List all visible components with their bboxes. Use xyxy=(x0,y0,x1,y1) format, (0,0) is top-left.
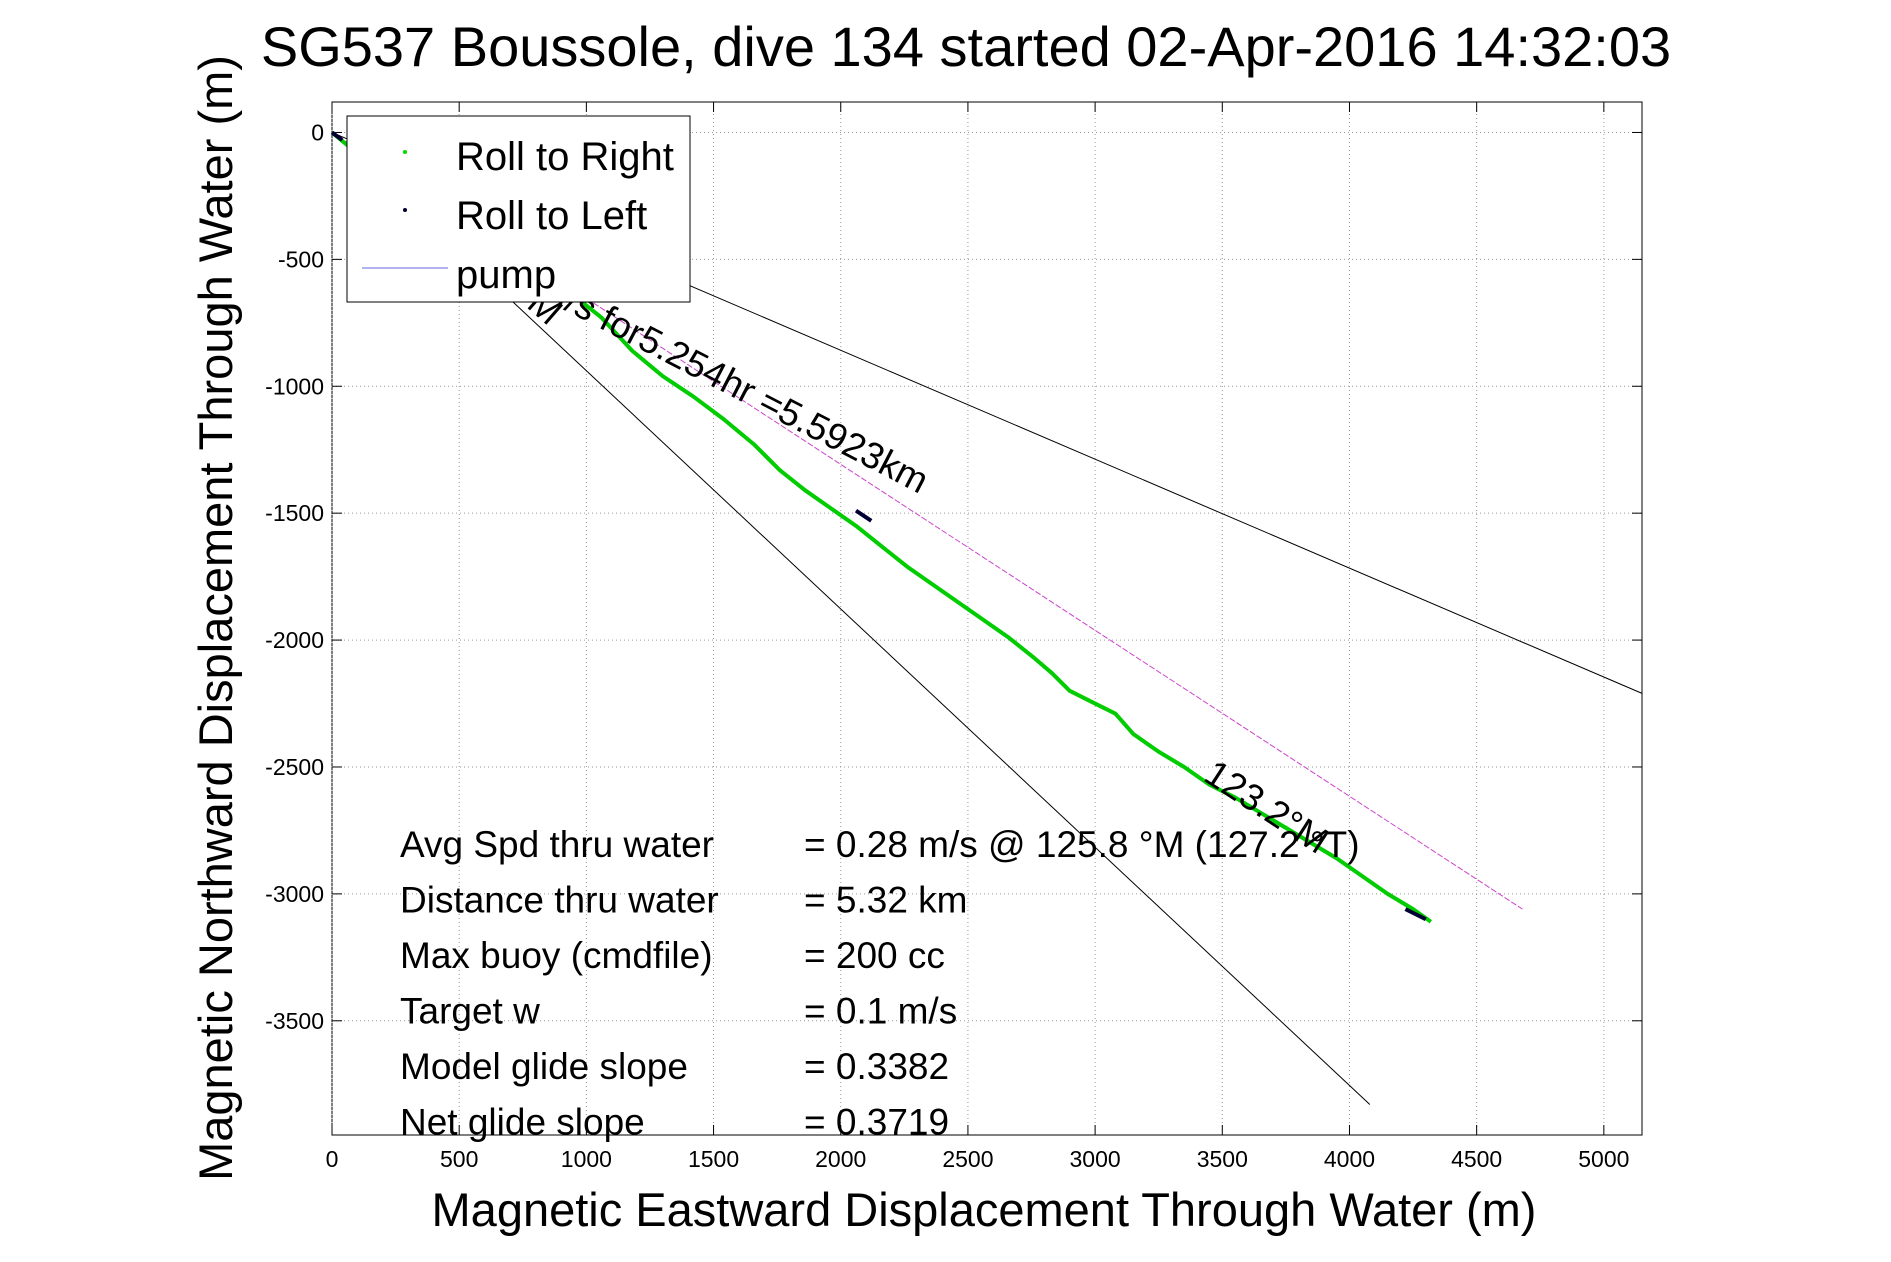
y-axis-label: Magnetic Northward Displacement Through … xyxy=(189,55,242,1181)
y-tick-label: -1500 xyxy=(265,500,324,526)
legend: Roll to Right Roll to Left pump xyxy=(346,115,691,303)
y-tick-label: -2500 xyxy=(265,754,324,780)
y-tick-label: 0 xyxy=(311,119,324,145)
stat-label: Max buoy (cmdfile) xyxy=(400,935,713,976)
x-tick-label: 0 xyxy=(326,1146,339,1172)
legend-label-roll-right: Roll to Right xyxy=(456,135,674,179)
y-tick-label: -3000 xyxy=(265,881,324,907)
x-tick-label: 1500 xyxy=(688,1146,739,1172)
stat-label: Net glide slope xyxy=(400,1102,645,1143)
x-tick-label: 3500 xyxy=(1197,1146,1248,1172)
stat-value: = 0.28 m/s @ 125.8 °M (127.2 °T) xyxy=(804,824,1360,865)
stat-label: Distance thru water xyxy=(400,880,719,921)
chart-title: SG537 Boussole, dive 134 started 02-Apr-… xyxy=(261,15,1671,78)
y-tick-label: -3500 xyxy=(265,1008,324,1034)
x-tick-label: 4500 xyxy=(1451,1146,1502,1172)
x-tick-label: 3000 xyxy=(1070,1146,1121,1172)
legend-marker-roll-right xyxy=(403,150,407,154)
stat-label: Avg Spd thru water xyxy=(400,824,714,865)
stat-value: = 0.3382 xyxy=(804,1046,949,1087)
legend-marker-roll-left xyxy=(403,208,407,212)
stat-value: = 200 cc xyxy=(804,935,945,976)
legend-label-roll-left: Roll to Left xyxy=(456,194,647,238)
x-tick-label: 2000 xyxy=(815,1146,866,1172)
x-tick-label: 5000 xyxy=(1578,1146,1629,1172)
y-tick-label: -1000 xyxy=(265,373,324,399)
stat-value: = 5.32 km xyxy=(804,880,968,921)
x-tick-label: 2500 xyxy=(942,1146,993,1172)
y-tick-label: -500 xyxy=(278,246,324,272)
stats-block: Avg Spd thru water = 0.28 m/s @ 125.8 °M … xyxy=(400,824,1360,1143)
y-ticks: 0 -500 -1000 -1500 -2000 -2500 -3000 -3500 xyxy=(265,119,1642,1034)
stat-value: = 0.1 m/s xyxy=(804,991,957,1032)
x-tick-label: 1000 xyxy=(561,1146,612,1172)
stat-label: Target w xyxy=(400,991,540,1032)
x-axis-label: Magnetic Eastward Displacement Through W… xyxy=(432,1183,1537,1236)
series-roll-to-left-segment xyxy=(854,508,873,523)
x-tick-label: 4000 xyxy=(1324,1146,1375,1172)
series-roll-to-left-segment xyxy=(1404,907,1427,922)
stat-value: = 0.3719 xyxy=(804,1102,949,1143)
y-tick-label: -2000 xyxy=(265,627,324,653)
x-ticks: 0 500 1000 1500 2000 2500 3000 3500 4000 4500 5000 xyxy=(326,102,1629,1172)
x-tick-label: 500 xyxy=(440,1146,478,1172)
stat-label: Model glide slope xyxy=(400,1046,688,1087)
series-roll-to-left-segment xyxy=(330,130,344,142)
legend-label-pump: pump xyxy=(456,253,556,297)
